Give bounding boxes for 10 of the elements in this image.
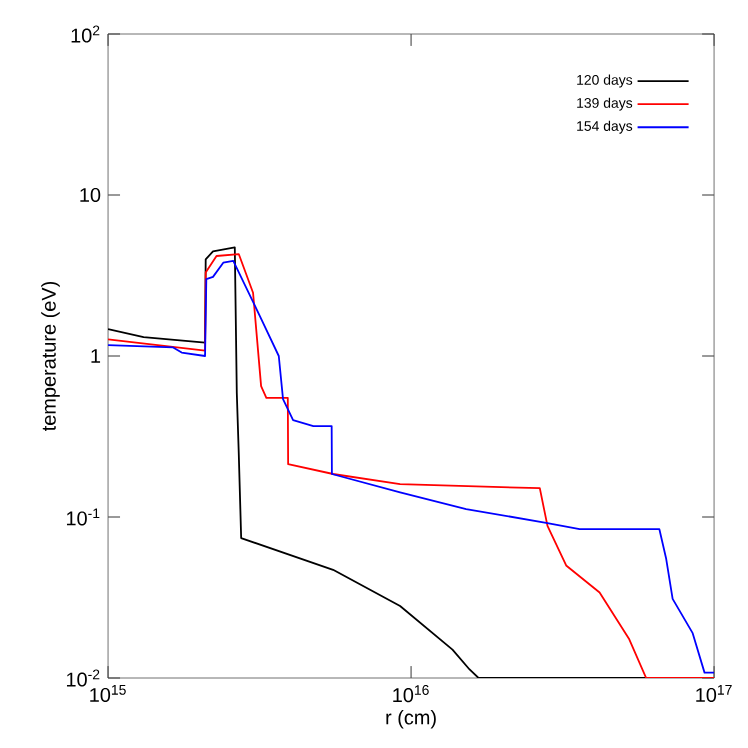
x-tick-label: 10$^{17}$ [696, 685, 732, 703]
y-tick-label: 10 [80, 187, 101, 203]
y-axis-title: temperature (eV) [41, 281, 60, 431]
x-axis-title: r (cm) [386, 709, 436, 729]
x-tick-label: 10$^{16}$ [393, 685, 429, 703]
y-tick-label: 10$^{-2}$ [66, 669, 100, 687]
y-tick-label: 10$^{-1}$ [66, 508, 100, 526]
x-tick-label: 10$^{15}$ [90, 685, 126, 703]
y-tick-label: 10$^{2}$ [71, 25, 100, 43]
y-tick-label: 1 [91, 349, 101, 363]
